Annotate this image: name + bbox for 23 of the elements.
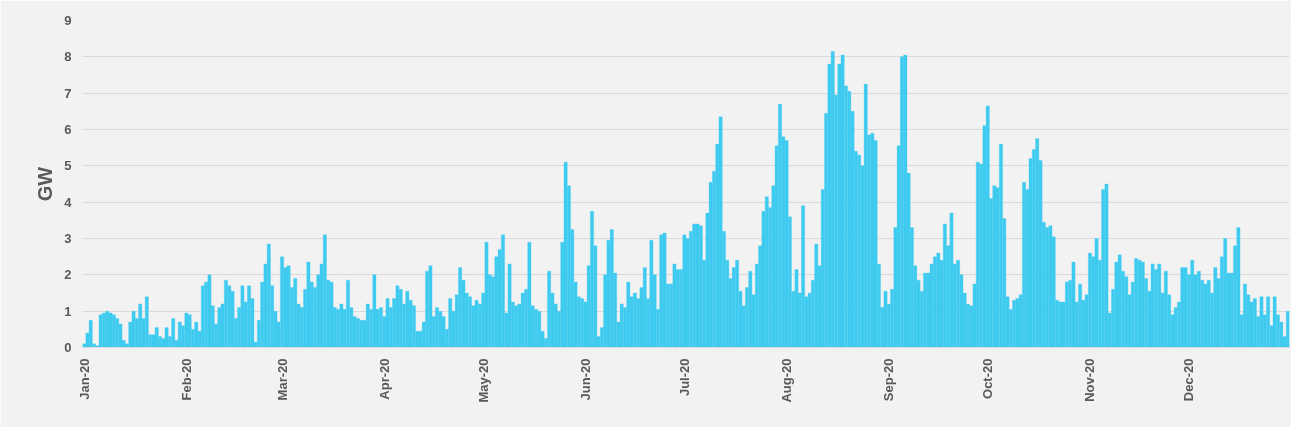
y-tick-label: 0 xyxy=(64,340,72,355)
x-tick-label: Oct-20 xyxy=(980,358,996,399)
x-tick-label: Dec-20 xyxy=(1181,358,1197,402)
x-tick-label: Mar-20 xyxy=(274,358,290,401)
y-tick-label: 8 xyxy=(64,49,72,65)
x-tick-label: Apr-20 xyxy=(376,358,392,400)
y-tick-label: 1 xyxy=(64,303,72,319)
x-tick-label: Jan-20 xyxy=(76,358,92,400)
x-tick-label: Jul-20 xyxy=(676,358,692,397)
y-tick-label: 5 xyxy=(64,158,72,174)
x-tick-label: Feb-20 xyxy=(178,358,194,401)
y-tick-label: 9 xyxy=(64,13,72,28)
x-tick-label: Sep-20 xyxy=(881,358,897,402)
y-tick-label: 2 xyxy=(64,267,72,283)
x-tick-label: Jun-20 xyxy=(577,358,593,401)
x-tick-label: May-20 xyxy=(475,358,491,403)
x-tick-label: Aug-20 xyxy=(779,358,795,403)
y-tick-label: 7 xyxy=(64,85,72,101)
y-axis-title: GW xyxy=(34,166,57,202)
y-tick-label: 6 xyxy=(64,122,72,137)
x-tick-label: Nov-20 xyxy=(1082,358,1098,402)
y-tick-label: 4 xyxy=(64,194,73,210)
y-tick-label: 3 xyxy=(64,231,72,246)
